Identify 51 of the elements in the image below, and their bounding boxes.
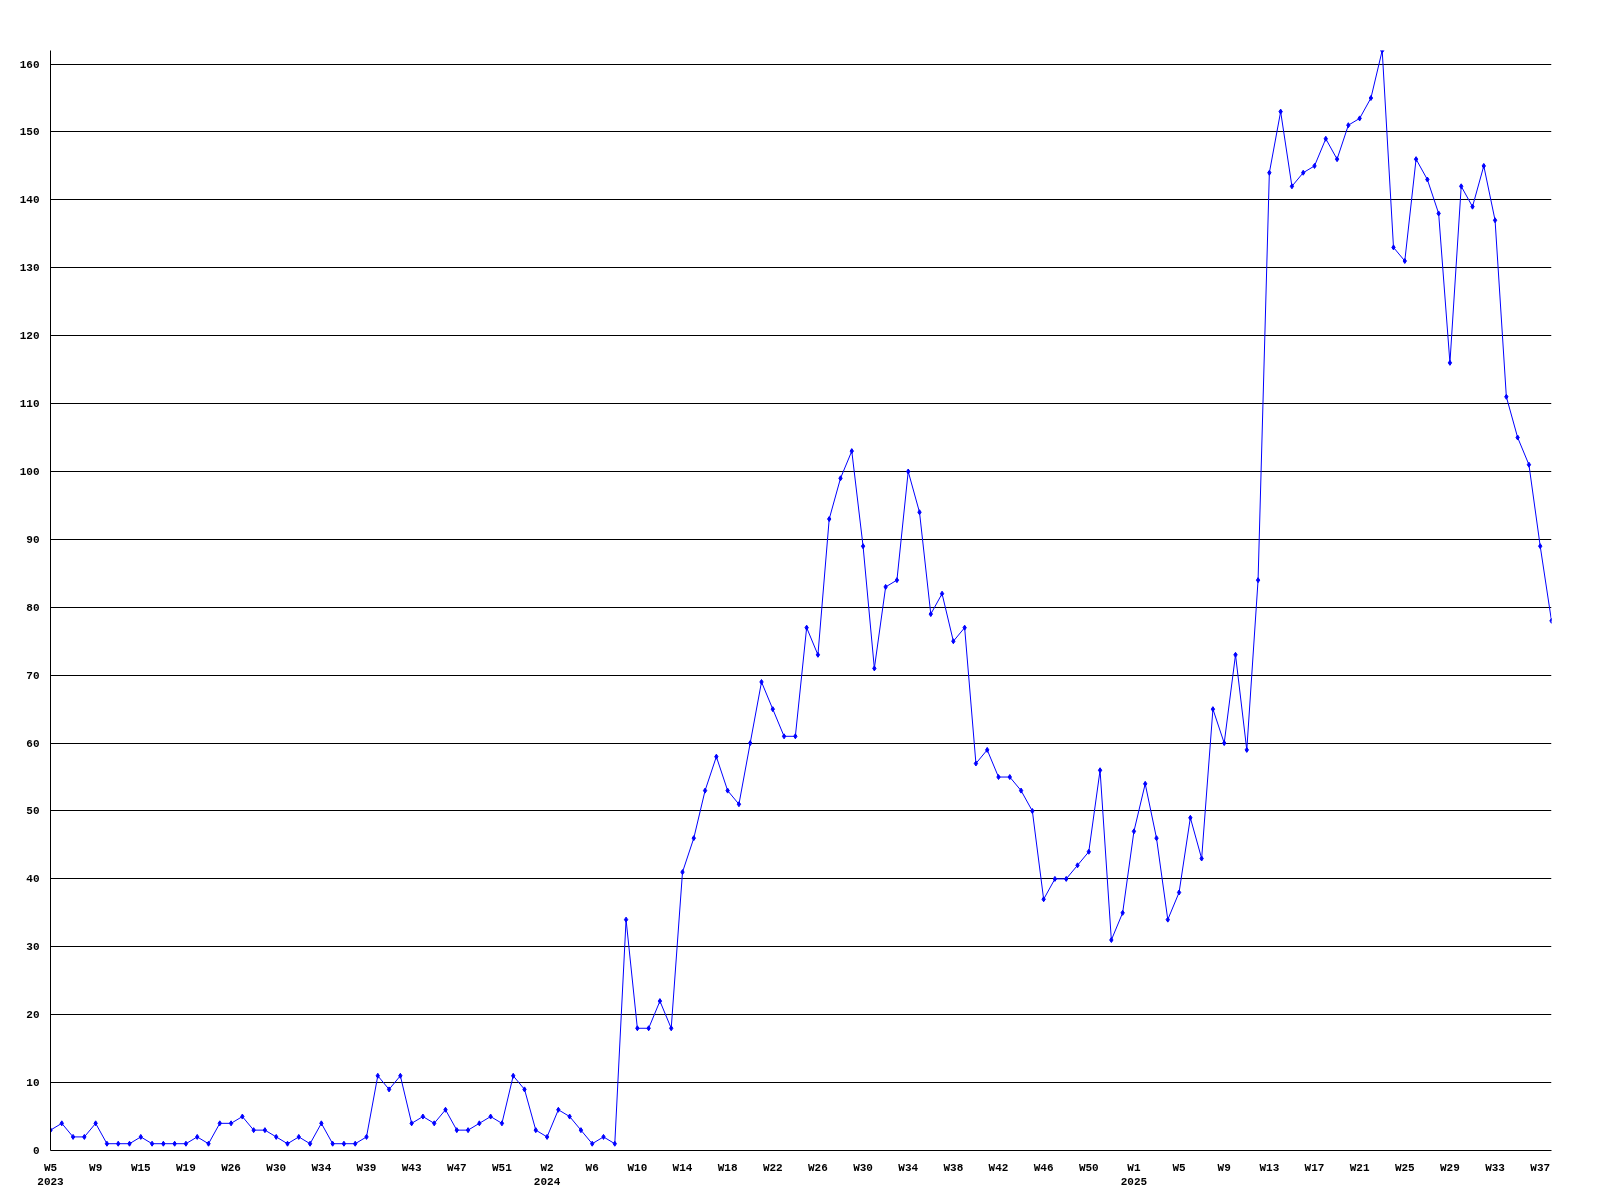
x-tick-label: W6 <box>585 1161 599 1174</box>
x-tick-label: W21 <box>1349 1161 1370 1174</box>
y-tick-label: 70 <box>26 669 40 682</box>
x-tick-label: W42 <box>988 1161 1009 1174</box>
x-tick-label: W50 <box>1078 1161 1099 1174</box>
x-tick-label: W13 <box>1259 1161 1280 1174</box>
x-tick-label: W5 2023 <box>37 1161 65 1188</box>
x-tick-label: W47 <box>446 1161 467 1174</box>
y-tick-label: 40 <box>26 873 40 886</box>
x-tick-label: W22 <box>762 1161 783 1174</box>
x-tick-label: W30 <box>266 1161 287 1174</box>
x-tick-label: W29 <box>1440 1161 1460 1174</box>
x-tick-label: W17 <box>1304 1161 1325 1174</box>
x-tick-label: W25 <box>1394 1161 1416 1174</box>
y-tick-label: 30 <box>26 941 40 954</box>
x-tick-label: W34 <box>898 1161 919 1174</box>
x-tick-label: W2 2024 <box>533 1161 561 1188</box>
y-tick-label: 10 <box>26 1077 40 1090</box>
x-tick-label: W14 <box>672 1161 693 1174</box>
x-tick-label: W1 2025 <box>1120 1161 1148 1188</box>
x-tick-label: W9 <box>1217 1161 1231 1174</box>
y-tick-label: 130 <box>19 262 40 275</box>
x-tick-label: W10 <box>627 1161 648 1174</box>
y-tick-label: 100 <box>19 465 40 478</box>
y-tick-label: 90 <box>26 533 40 546</box>
x-tick-label: W30 <box>853 1161 873 1174</box>
y-tick-label: 120 <box>19 330 40 343</box>
x-tick-label: W39 <box>356 1161 377 1174</box>
y-tick-label: 50 <box>26 805 40 818</box>
x-tick-label: W38 <box>943 1161 964 1174</box>
y-tick-label: 110 <box>19 398 40 411</box>
x-tick-label: W34 <box>311 1161 332 1174</box>
x-tick-label: W33 <box>1485 1161 1506 1174</box>
x-tick-label: W15 <box>130 1161 152 1174</box>
x-tick-label: W43 <box>401 1161 422 1174</box>
x-tick-label: W9 <box>89 1161 103 1174</box>
x-tick-label: W46 <box>1033 1161 1054 1174</box>
y-tick-label: 80 <box>26 601 40 614</box>
x-tick-label: W51 <box>492 1161 513 1174</box>
y-tick-label: 150 <box>19 126 40 139</box>
x-tick-label: W26 <box>808 1161 828 1174</box>
y-tick-label: 60 <box>26 737 40 750</box>
y-tick-label: 20 <box>26 1009 40 1022</box>
y-tick-label: 0 <box>32 1145 40 1157</box>
x-tick-label: W18 <box>717 1161 738 1174</box>
x-tick-label: W26 <box>221 1161 241 1174</box>
y-tick-label: 160 <box>19 58 40 71</box>
y-tick-label: 140 <box>19 194 40 207</box>
x-tick-label: W37 <box>1530 1161 1551 1174</box>
x-tick-label: W19 <box>176 1161 196 1174</box>
x-tick-label: W5 <box>1172 1161 1187 1174</box>
